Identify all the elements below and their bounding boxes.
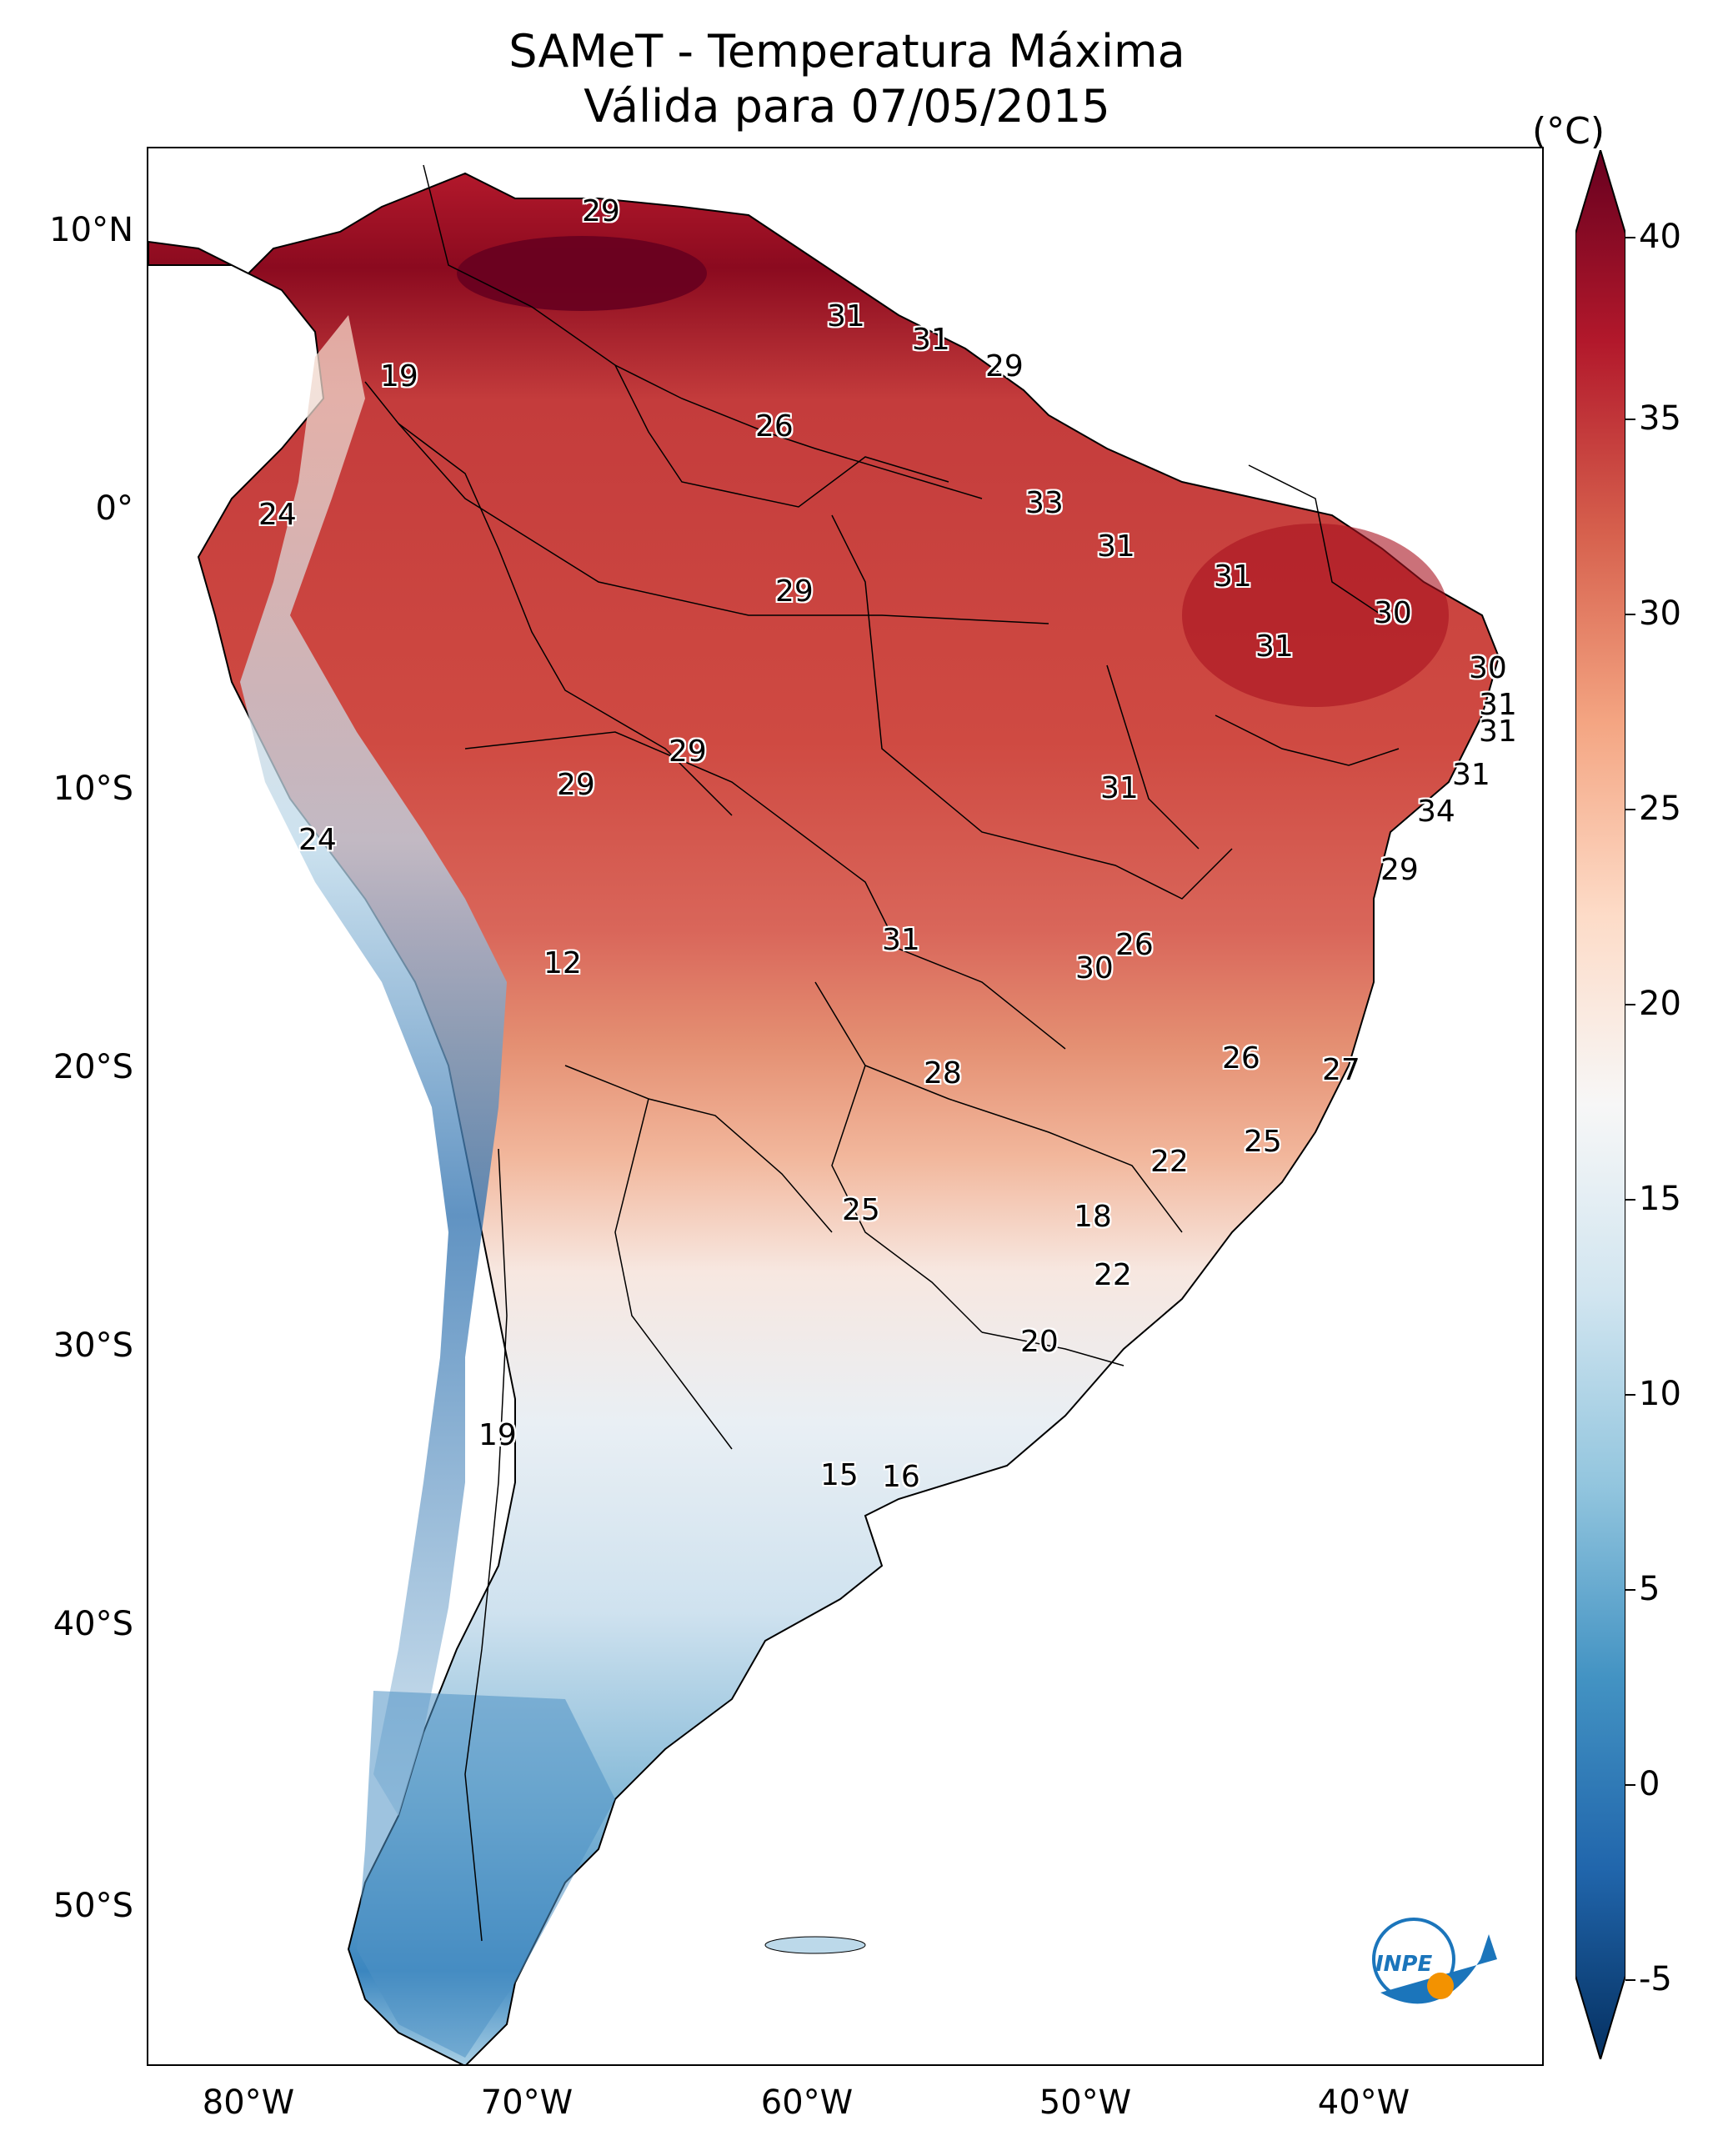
map-area bbox=[147, 147, 1544, 2066]
lon-label-80w: 80°W bbox=[202, 2083, 295, 2122]
station-value: 31 bbox=[1479, 688, 1517, 722]
lat-label-10n: 10°N bbox=[49, 211, 133, 249]
station-value: 31 bbox=[1479, 714, 1517, 749]
station-value: 29 bbox=[669, 735, 707, 769]
station-value: 12 bbox=[543, 946, 582, 980]
colorbar-scale bbox=[1575, 150, 1625, 2059]
cb-tickmark bbox=[1625, 419, 1635, 420]
station-value: 31 bbox=[1255, 629, 1294, 664]
cb-tick-label: 40 bbox=[1639, 218, 1681, 256]
country-borders bbox=[364, 164, 1400, 1942]
lon-label-60w: 60°W bbox=[760, 2083, 854, 2122]
logo-arrow bbox=[1380, 1934, 1497, 2004]
station-value: 30 bbox=[1075, 951, 1114, 985]
lon-label-40w: 40°W bbox=[1317, 2083, 1410, 2122]
continent-shape bbox=[148, 172, 1500, 2064]
station-value: 20 bbox=[1020, 1325, 1059, 1359]
station-value: 27 bbox=[1322, 1053, 1360, 1087]
logo-text: INPE bbox=[1375, 1952, 1432, 1977]
cb-tickmark bbox=[1625, 1979, 1635, 1981]
andes-cool-strip bbox=[240, 315, 507, 1816]
station-value: 29 bbox=[557, 768, 595, 802]
colorbar-unit: (°C) bbox=[1532, 110, 1605, 153]
station-value: 19 bbox=[478, 1418, 517, 1452]
colorbar bbox=[1575, 150, 1625, 2059]
cb-tickmark bbox=[1625, 1784, 1635, 1786]
station-value: 29 bbox=[582, 194, 620, 228]
cb-tick-label: 0 bbox=[1639, 1765, 1660, 1803]
station-value: 31 bbox=[827, 299, 865, 333]
cb-tick-label: 10 bbox=[1639, 1375, 1681, 1413]
cb-tickmark bbox=[1625, 1199, 1635, 1201]
lat-label-40s: 40°S bbox=[53, 1605, 133, 1643]
station-value: 33 bbox=[1025, 486, 1064, 520]
lon-label-70w: 70°W bbox=[480, 2083, 573, 2122]
cb-tickmark bbox=[1625, 1589, 1635, 1591]
cb-tickmark bbox=[1625, 237, 1635, 238]
station-value: 22 bbox=[1150, 1145, 1189, 1179]
station-value: 22 bbox=[1094, 1258, 1132, 1292]
inpe-logo: INPE bbox=[1372, 1918, 1497, 2004]
cb-tickmark bbox=[1625, 809, 1635, 810]
station-value: 15 bbox=[820, 1458, 859, 1492]
cb-tick-label: 5 bbox=[1639, 1570, 1660, 1608]
map-title: SAMeT - Temperatura Máxima bbox=[508, 25, 1185, 78]
station-value: 24 bbox=[258, 498, 297, 532]
station-value: 31 bbox=[1452, 758, 1490, 792]
map-svg bbox=[148, 164, 1500, 2064]
hot-region-northeast bbox=[1182, 524, 1449, 707]
cb-tickmark bbox=[1625, 1004, 1635, 1005]
hot-region bbox=[457, 236, 707, 311]
cb-tick-label: 30 bbox=[1639, 594, 1681, 633]
station-value: 31 bbox=[912, 323, 950, 357]
station-value: 30 bbox=[1374, 596, 1412, 630]
lat-label-20s: 20°S bbox=[53, 1048, 133, 1086]
lat-label-30s: 30°S bbox=[53, 1326, 133, 1365]
cb-tickmark bbox=[1625, 614, 1635, 615]
station-value: 25 bbox=[1244, 1125, 1282, 1159]
cb-tick-label: -5 bbox=[1639, 1960, 1672, 1998]
station-value: 31 bbox=[882, 923, 920, 957]
patagonia-cool bbox=[357, 1691, 615, 2058]
lat-label-50s: 50°S bbox=[53, 1887, 133, 1925]
cb-tick-label: 15 bbox=[1639, 1180, 1681, 1218]
station-value: 29 bbox=[985, 349, 1024, 384]
falkland-islands bbox=[764, 1936, 866, 1954]
station-value: 18 bbox=[1074, 1200, 1112, 1234]
station-value: 30 bbox=[1469, 651, 1507, 685]
station-value: 31 bbox=[1214, 559, 1252, 594]
station-value: 31 bbox=[1097, 529, 1135, 564]
station-value: 19 bbox=[380, 359, 418, 394]
station-value: 26 bbox=[755, 409, 794, 444]
station-value: 26 bbox=[1115, 928, 1154, 962]
station-value: 29 bbox=[1380, 853, 1419, 887]
station-value: 29 bbox=[775, 574, 814, 609]
cb-tickmark bbox=[1625, 1394, 1635, 1396]
station-value: 16 bbox=[882, 1460, 920, 1494]
cb-tick-label: 25 bbox=[1639, 790, 1681, 828]
map-subtitle: Válida para 07/05/2015 bbox=[584, 80, 1110, 133]
cb-tick-label: 35 bbox=[1639, 399, 1681, 438]
cb-tick-label: 20 bbox=[1639, 985, 1681, 1023]
station-value: 26 bbox=[1222, 1041, 1260, 1075]
station-value: 25 bbox=[842, 1193, 880, 1227]
station-value: 24 bbox=[298, 823, 337, 857]
station-value: 28 bbox=[924, 1056, 962, 1091]
station-value: 34 bbox=[1417, 795, 1455, 829]
station-value: 31 bbox=[1100, 771, 1139, 805]
lat-label-0: 0° bbox=[95, 489, 133, 528]
lon-label-50w: 50°W bbox=[1039, 2083, 1132, 2122]
lat-label-10s: 10°S bbox=[53, 770, 133, 808]
logo-dot bbox=[1427, 1973, 1454, 1999]
